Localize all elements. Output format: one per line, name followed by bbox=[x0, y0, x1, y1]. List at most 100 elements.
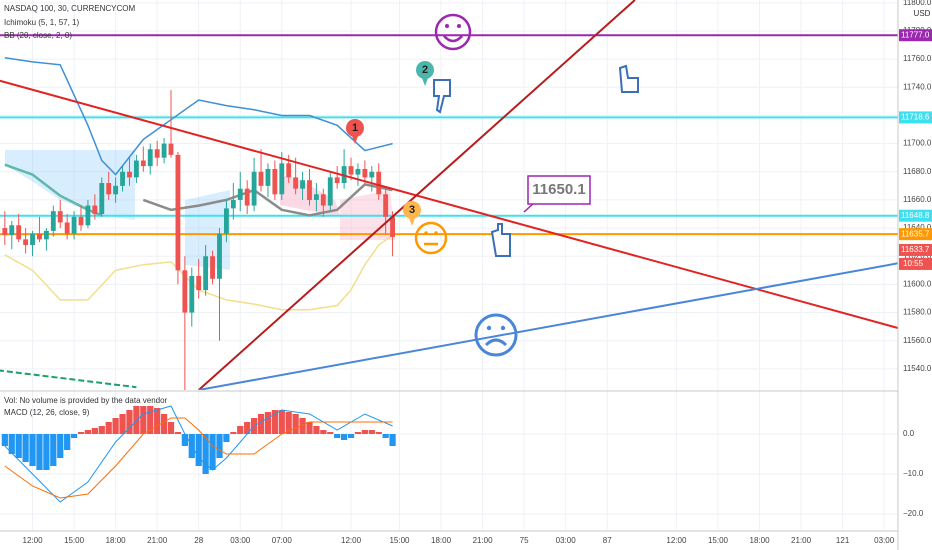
y2-tick-label: −10.0 bbox=[903, 469, 924, 478]
marker-label: 2 bbox=[422, 64, 428, 76]
candle-body bbox=[251, 171, 257, 206]
candle-body bbox=[279, 163, 285, 195]
histogram-bar bbox=[223, 434, 230, 442]
x-tick-label: 15:00 bbox=[64, 536, 85, 545]
histogram-bar bbox=[278, 410, 285, 434]
x-tick-label: 07:00 bbox=[272, 536, 293, 545]
histogram-bar bbox=[195, 434, 202, 466]
y-tick-label: 11800.0 bbox=[903, 0, 932, 7]
histogram-bar bbox=[84, 430, 92, 434]
price-label: 11718.6 bbox=[901, 113, 930, 122]
candle-body bbox=[390, 216, 395, 237]
countdown: 10:55 bbox=[903, 259, 924, 268]
histogram-bar bbox=[167, 422, 175, 434]
y2-tick-label: 0.0 bbox=[903, 429, 915, 438]
y-tick-label: 11640.0 bbox=[903, 223, 932, 232]
histogram-bar bbox=[389, 434, 396, 446]
histogram-bar bbox=[271, 410, 278, 434]
histogram-bar bbox=[202, 434, 209, 474]
price-pane bbox=[0, 0, 898, 390]
histogram-bar bbox=[1, 434, 8, 446]
histogram-bar bbox=[154, 408, 161, 434]
indicator-label: BB (20, close, 2, 0) bbox=[4, 31, 72, 40]
histogram-bar bbox=[105, 422, 112, 434]
callout-label: 11650.1 bbox=[532, 181, 585, 198]
histogram-bar bbox=[382, 434, 389, 438]
candle-body bbox=[133, 160, 139, 178]
candle-body bbox=[147, 149, 153, 167]
y2-tick-label: −20.0 bbox=[903, 509, 924, 518]
price-axis-bg bbox=[898, 0, 932, 550]
histogram-bar bbox=[98, 426, 105, 434]
candle-body bbox=[113, 185, 119, 195]
candle-body bbox=[64, 222, 70, 234]
x-tick-label: 18:00 bbox=[750, 536, 771, 545]
histogram-bar bbox=[119, 414, 126, 434]
histogram-bar bbox=[347, 434, 355, 438]
histogram-bar bbox=[340, 434, 348, 440]
candle-body bbox=[71, 216, 77, 234]
candle-body bbox=[78, 216, 84, 226]
histogram-bar bbox=[126, 410, 133, 434]
marker-label: 3 bbox=[409, 204, 415, 216]
trendline bbox=[0, 79, 898, 330]
marker: 2 bbox=[416, 61, 434, 86]
candle-body bbox=[286, 163, 292, 178]
candle-body bbox=[57, 211, 63, 223]
hand-icon bbox=[433, 64, 639, 257]
volume-note: Vol: No volume is provided by the data v… bbox=[4, 396, 168, 405]
callout: 11650.1 bbox=[523, 175, 591, 213]
y-tick-label: 11580.0 bbox=[903, 308, 932, 317]
histogram-bar bbox=[334, 434, 341, 438]
histogram-bar bbox=[264, 412, 272, 434]
histogram-bar bbox=[36, 434, 43, 470]
price-labels: 11777.0 11718.6 11648.8 11635.7 11633.7 10:55 bbox=[899, 29, 932, 270]
candle-body bbox=[99, 183, 105, 215]
candle-body bbox=[9, 225, 15, 236]
histogram-bar bbox=[244, 422, 251, 434]
candle-body bbox=[313, 194, 319, 200]
emoji-happy bbox=[434, 13, 472, 51]
countdown-bg bbox=[899, 257, 932, 270]
chart-title: NASDAQ 100, 30, CURRENCYCOM bbox=[4, 4, 135, 13]
candle-body bbox=[293, 177, 299, 189]
price-label-bg bbox=[899, 228, 932, 241]
candle-body bbox=[348, 166, 354, 175]
y-tick-label: 11700.0 bbox=[903, 139, 932, 148]
candle-body bbox=[244, 188, 250, 206]
macd-line bbox=[4, 405, 393, 503]
price-label: 11648.8 bbox=[901, 211, 930, 220]
x-tick-label: 15:00 bbox=[389, 536, 410, 545]
emoji-sad bbox=[474, 313, 518, 357]
histogram-bar bbox=[327, 432, 334, 434]
histogram-bar bbox=[8, 434, 15, 454]
histogram-bar bbox=[230, 432, 237, 434]
y-tick-label: 11600.0 bbox=[903, 280, 932, 289]
candle-body bbox=[369, 171, 375, 178]
candle-body bbox=[307, 180, 312, 200]
histogram-bar bbox=[361, 430, 368, 434]
candle-body bbox=[154, 149, 160, 158]
histogram-bar bbox=[306, 422, 313, 434]
histogram-bar bbox=[257, 414, 265, 434]
candle-body bbox=[355, 168, 361, 175]
trendline bbox=[198, 0, 636, 390]
histogram-bar bbox=[147, 406, 154, 434]
x-tick-label: 87 bbox=[603, 536, 612, 545]
x-tick-label: 15:00 bbox=[708, 536, 729, 545]
emoji-neutral bbox=[414, 221, 448, 255]
candle-body bbox=[161, 143, 167, 158]
candle-body bbox=[50, 211, 56, 231]
histogram-bar bbox=[368, 430, 375, 434]
histogram-bar bbox=[292, 414, 299, 434]
candle-body bbox=[189, 275, 195, 313]
marker-label: 1 bbox=[352, 122, 358, 134]
histogram-bar bbox=[22, 434, 29, 462]
macd-pane bbox=[1, 405, 396, 503]
y-tick-label: 11760.0 bbox=[903, 54, 932, 63]
y-tick-label: 11740.0 bbox=[903, 82, 932, 91]
candle-body bbox=[300, 180, 305, 189]
histogram-bar bbox=[133, 406, 140, 434]
candle-body bbox=[203, 256, 209, 291]
